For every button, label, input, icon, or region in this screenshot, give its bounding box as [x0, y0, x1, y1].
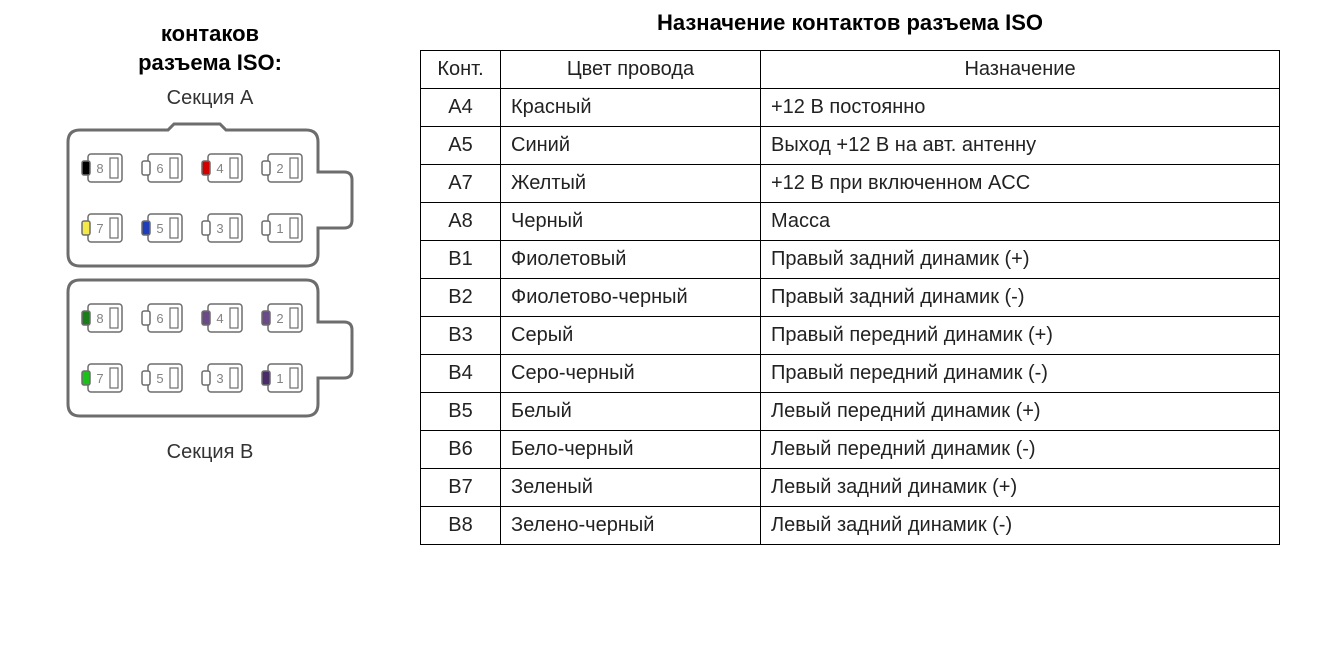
table-panel: Назначение контактов разъема ISO Конт. Ц…	[400, 10, 1300, 639]
cell-assignment: Левый передний динамик (-)	[761, 431, 1280, 469]
table-title: Назначение контактов разъема ISO	[657, 10, 1043, 36]
cell-wire-color: Фиолетовый	[501, 241, 761, 279]
table-header-row: Конт. Цвет провода Назначение	[421, 51, 1280, 89]
pin: 1	[262, 364, 302, 392]
cell-kont: B2	[421, 279, 501, 317]
table-row: A8ЧерныйМасса	[421, 203, 1280, 241]
pin-label: 2	[276, 161, 283, 176]
table-row: A7Желтый+12 В при включенном ACC	[421, 165, 1280, 203]
pin: 7	[82, 364, 122, 392]
pinout-table: Конт. Цвет провода Назначение A4Красный+…	[420, 50, 1280, 545]
pin: 3	[202, 364, 242, 392]
connector-diagram: 8 6 4 2 7 5 3 1 8 6 4 2 7 5 3 1	[50, 120, 370, 435]
pin-label: 3	[216, 371, 223, 386]
col-header-color: Цвет провода	[501, 51, 761, 89]
cell-kont: B1	[421, 241, 501, 279]
pin-label: 4	[216, 161, 223, 176]
table-row: A5СинийВыход +12 В на авт. антенну	[421, 127, 1280, 165]
pin: 1	[262, 214, 302, 242]
cell-wire-color: Зеленый	[501, 469, 761, 507]
cell-kont: B7	[421, 469, 501, 507]
cell-wire-color: Зелено-черный	[501, 507, 761, 545]
table-row: B7ЗеленыйЛевый задний динамик (+)	[421, 469, 1280, 507]
cell-kont: B4	[421, 355, 501, 393]
pin-label: 6	[156, 161, 163, 176]
pin-label: 7	[96, 221, 103, 236]
pin-label: 4	[216, 311, 223, 326]
section-b-label: Секция B	[167, 441, 254, 464]
pin: 3	[202, 214, 242, 242]
section-b-housing	[68, 280, 352, 416]
diagram-title-line2: разъема ISO:	[138, 50, 282, 75]
diagram-title-line1: контаков	[161, 21, 259, 46]
cell-wire-color: Фиолетово-черный	[501, 279, 761, 317]
cell-assignment: +12 В при включенном ACC	[761, 165, 1280, 203]
cell-assignment: Левый задний динамик (-)	[761, 507, 1280, 545]
cell-assignment: Правый передний динамик (-)	[761, 355, 1280, 393]
cell-assignment: Правый передний динамик (+)	[761, 317, 1280, 355]
cell-wire-color: Красный	[501, 89, 761, 127]
cell-kont: A8	[421, 203, 501, 241]
pin: 2	[262, 304, 302, 332]
table-row: A4Красный+12 В постоянно	[421, 89, 1280, 127]
cell-assignment: Выход +12 В на авт. антенну	[761, 127, 1280, 165]
pin-label: 6	[156, 311, 163, 326]
diagram-title: контаков разъема ISO:	[138, 20, 282, 77]
table-row: B1ФиолетовыйПравый задний динамик (+)	[421, 241, 1280, 279]
pin: 5	[142, 214, 182, 242]
cell-kont: B6	[421, 431, 501, 469]
cell-wire-color: Желтый	[501, 165, 761, 203]
pin-label: 7	[96, 371, 103, 386]
pin: 5	[142, 364, 182, 392]
table-row: B2Фиолетово-черныйПравый задний динамик …	[421, 279, 1280, 317]
cell-kont: A4	[421, 89, 501, 127]
pin: 7	[82, 214, 122, 242]
pin: 2	[262, 154, 302, 182]
pin-label: 3	[216, 221, 223, 236]
cell-wire-color: Серый	[501, 317, 761, 355]
cell-wire-color: Бело-черный	[501, 431, 761, 469]
section-a-label: Секция A	[167, 87, 254, 110]
cell-wire-color: Черный	[501, 203, 761, 241]
diagram-panel: контаков разъема ISO: Секция A 864275318…	[20, 10, 400, 639]
pin-label: 8	[96, 311, 103, 326]
cell-assignment: +12 В постоянно	[761, 89, 1280, 127]
cell-wire-color: Белый	[501, 393, 761, 431]
cell-assignment: Масса	[761, 203, 1280, 241]
pin-label: 5	[156, 371, 163, 386]
pin: 6	[142, 304, 182, 332]
cell-kont: A5	[421, 127, 501, 165]
section-a-housing	[68, 124, 352, 266]
cell-kont: B3	[421, 317, 501, 355]
pin: 8	[82, 154, 122, 182]
cell-kont: A7	[421, 165, 501, 203]
cell-wire-color: Синий	[501, 127, 761, 165]
table-row: B5БелыйЛевый передний динамик (+)	[421, 393, 1280, 431]
table-row: B6Бело-черныйЛевый передний динамик (-)	[421, 431, 1280, 469]
pin-label: 1	[276, 371, 283, 386]
pin: 4	[202, 154, 242, 182]
pin-label: 5	[156, 221, 163, 236]
pin-label: 2	[276, 311, 283, 326]
col-header-kont: Конт.	[421, 51, 501, 89]
cell-kont: B5	[421, 393, 501, 431]
pin-label: 8	[96, 161, 103, 176]
table-row: B8Зелено-черныйЛевый задний динамик (-)	[421, 507, 1280, 545]
cell-wire-color: Серо-черный	[501, 355, 761, 393]
cell-kont: B8	[421, 507, 501, 545]
cell-assignment: Правый задний динамик (-)	[761, 279, 1280, 317]
cell-assignment: Левый передний динамик (+)	[761, 393, 1280, 431]
cell-assignment: Правый задний динамик (+)	[761, 241, 1280, 279]
pin: 6	[142, 154, 182, 182]
table-row: B4Серо-черныйПравый передний динамик (-)	[421, 355, 1280, 393]
cell-assignment: Левый задний динамик (+)	[761, 469, 1280, 507]
pin-label: 1	[276, 221, 283, 236]
table-row: B3СерыйПравый передний динамик (+)	[421, 317, 1280, 355]
pin: 8	[82, 304, 122, 332]
pin: 4	[202, 304, 242, 332]
col-header-assign: Назначение	[761, 51, 1280, 89]
